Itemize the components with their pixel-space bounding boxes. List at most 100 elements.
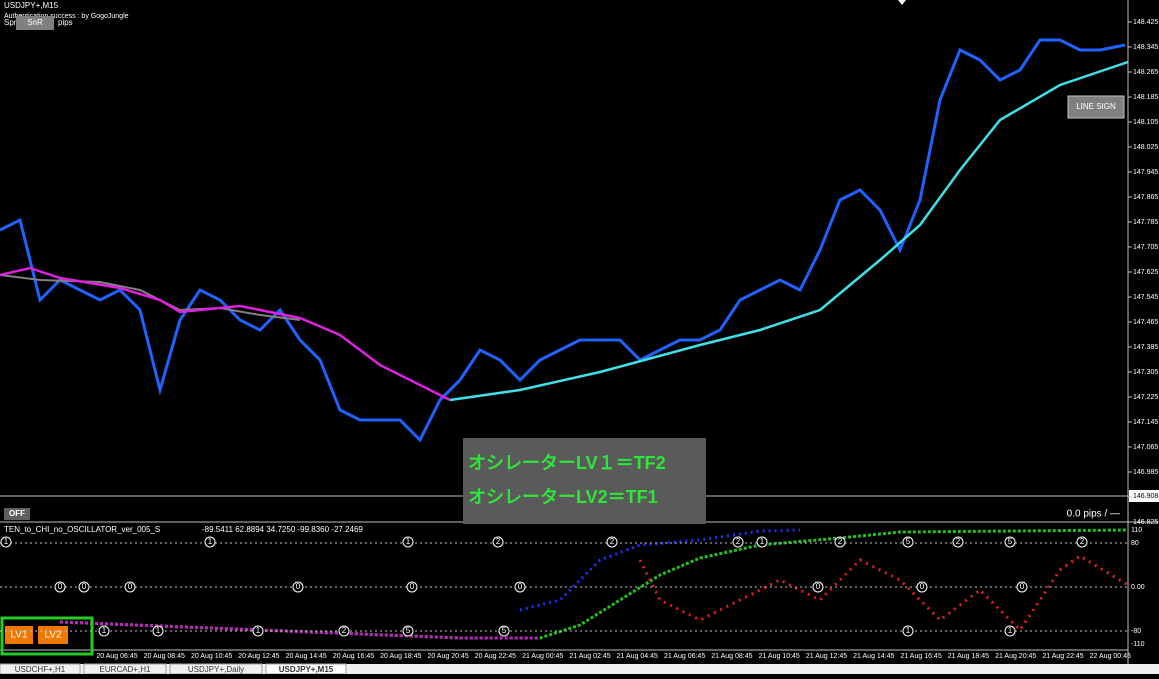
signal-marker [606, 536, 618, 548]
tab-label[interactable]: EURCAD+,H1 [100, 665, 151, 674]
overlay-box [463, 438, 706, 524]
signal-label: 2 [342, 626, 347, 635]
level-label: 0.00 [1131, 584, 1145, 591]
signal-label: 1 [4, 537, 9, 546]
off-button[interactable] [4, 508, 30, 520]
signal-marker [514, 581, 526, 593]
price-label: 146.985 [1133, 469, 1158, 476]
signal-label: 0 [920, 582, 925, 591]
signal-marker [492, 536, 504, 548]
tab-label[interactable]: USDJPY+,Daily [188, 665, 244, 674]
price-label: 147.305 [1133, 369, 1158, 376]
signal-marker [732, 536, 744, 548]
snr-button[interactable] [16, 16, 54, 30]
signal-marker [78, 581, 90, 593]
signal-label: 2 [610, 537, 615, 546]
time-label: 21 Aug 20:45 [995, 653, 1036, 660]
signal-label: 5 [406, 626, 411, 635]
signal-label: 0 [82, 582, 87, 591]
oscillator-values: -89.5411 62.8894 34.7250 -99.8360 -27.24… [202, 525, 363, 534]
price-label: 147.065 [1133, 444, 1158, 451]
snr-label[interactable]: SnR [27, 18, 43, 27]
signal-label: 2 [956, 537, 961, 546]
tab-bar [0, 664, 1159, 674]
signal-marker [292, 581, 304, 593]
current-price: 146.908 [1133, 493, 1158, 500]
off-label[interactable]: OFF [9, 509, 25, 518]
lv1-label[interactable]: LV1 [10, 630, 27, 641]
price-label: 147.545 [1133, 294, 1158, 301]
auth-text: Authentication success : by GogoJungle [4, 13, 129, 20]
signal-marker [756, 536, 768, 548]
signal-label: 0 [1020, 582, 1025, 591]
signal-marker [952, 536, 964, 548]
price-label: 148.185 [1133, 94, 1158, 101]
shift-marker [898, 0, 906, 5]
lv2-label[interactable]: LV2 [44, 630, 61, 641]
pips-status: 0.0 pips / — [1067, 509, 1120, 520]
signal-label: 1 [760, 537, 765, 546]
signal-label: 0 [58, 582, 63, 591]
line-sign-label[interactable]: LINE SIGN [1076, 102, 1116, 111]
spread-label: Spr [4, 18, 17, 27]
price-label: 147.865 [1133, 194, 1158, 201]
price-label: 146.825 [1133, 519, 1158, 526]
signal-label: 1 [406, 537, 411, 546]
time-label: 21 Aug 12:45 [806, 653, 847, 660]
time-label: 21 Aug 18:45 [948, 653, 989, 660]
signal-marker [902, 625, 914, 637]
time-label: 20 Aug 06:45 [96, 653, 137, 660]
signal-marker [498, 625, 510, 637]
time-label: 21 Aug 06:45 [664, 653, 705, 660]
tab-label[interactable]: USDJPY+,M15 [279, 665, 334, 674]
price-label: 147.225 [1133, 394, 1158, 401]
level-label: 80 [1131, 540, 1139, 547]
signal-marker [812, 581, 824, 593]
price-label: 148.265 [1133, 69, 1158, 76]
signal-marker [124, 581, 136, 593]
signal-label: 2 [496, 537, 501, 546]
time-label: 21 Aug 10:45 [759, 653, 800, 660]
time-label: 21 Aug 00:45 [522, 653, 563, 660]
spread-unit: pips [58, 18, 73, 27]
signal-marker [1016, 581, 1028, 593]
price-label: 147.145 [1133, 419, 1158, 426]
time-label: 21 Aug 14:45 [853, 653, 894, 660]
signal-label: 2 [1080, 537, 1085, 546]
signal-marker [204, 536, 216, 548]
lv-highlight [0, 616, 94, 656]
signal-label: 1 [256, 626, 261, 635]
signal-label: 0 [296, 582, 301, 591]
time-label: 20 Aug 18:45 [380, 653, 421, 660]
time-label: 20 Aug 10:45 [191, 653, 232, 660]
time-label: 20 Aug 16:45 [333, 653, 374, 660]
price-label: 148.425 [1133, 19, 1158, 26]
price-label: 147.785 [1133, 219, 1158, 226]
price-label: 147.705 [1133, 244, 1158, 251]
signal-marker [0, 536, 12, 548]
signal-marker [152, 625, 164, 637]
price-label: 147.625 [1133, 269, 1158, 276]
price-label: 148.345 [1133, 44, 1158, 51]
current-price-box [1129, 490, 1159, 502]
signal-marker [916, 581, 928, 593]
symbol: USDJPY+,M15 [4, 1, 59, 10]
time-label: 20 Aug 12:45 [238, 653, 279, 660]
signal-marker [1004, 625, 1016, 637]
time-label: 21 Aug 02:45 [569, 653, 610, 660]
time-label: 20 Aug 20:45 [427, 653, 468, 660]
signal-label: 0 [518, 582, 523, 591]
time-label: 20 Aug 08:45 [144, 653, 185, 660]
time-label: 21 Aug 16:45 [900, 653, 941, 660]
signal-marker [834, 536, 846, 548]
line-sign-button[interactable] [1067, 95, 1125, 119]
overlay-line: オシレーターLV2＝TF1 [468, 487, 658, 507]
price-label: 148.105 [1133, 119, 1158, 126]
level-label: 110 [1131, 527, 1142, 534]
tab-label[interactable]: USDCHF+,H1 [15, 665, 66, 674]
signal-label: 1 [102, 626, 107, 635]
signal-marker [98, 625, 110, 637]
signal-label: 2 [736, 537, 741, 546]
level-label: -80 [1131, 628, 1141, 635]
signal-marker [338, 625, 350, 637]
